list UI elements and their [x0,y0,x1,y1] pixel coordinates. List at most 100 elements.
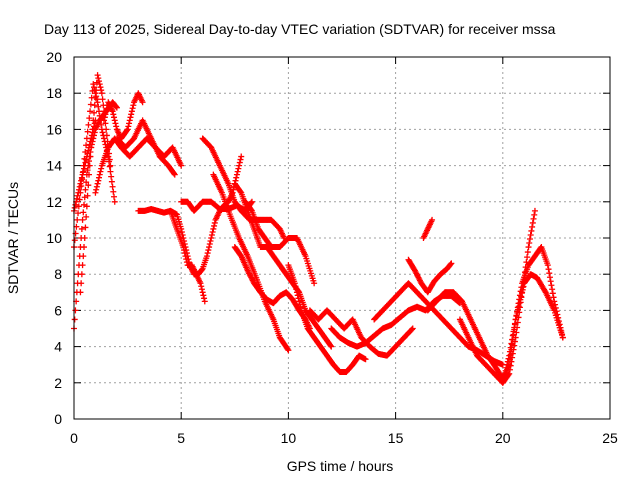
data-point [90,81,97,88]
data-point [546,274,553,281]
data-point [506,352,513,359]
x-tick-label: 15 [388,430,404,446]
data-point [209,228,216,235]
data-point [96,78,103,85]
data-point [549,290,556,297]
data-point [78,225,85,232]
data-point [107,162,114,169]
data-point [96,171,103,178]
data-point [201,298,208,305]
series-track-9 [167,207,208,305]
data-point [111,193,118,200]
data-point [86,144,93,151]
tick-labels: 0 5 10 15 20 25 0 2 4 6 8 10 12 14 16 18 20 [46,49,618,446]
data-point [83,179,90,186]
data-point [74,192,81,199]
data-point [183,256,190,263]
series-track-5 [101,90,146,142]
data-point [111,198,118,205]
data-point [208,231,215,238]
data-point [96,81,103,88]
plot-frame [73,56,611,420]
data-point [83,156,90,163]
data-point [110,111,117,118]
data-point [200,292,207,299]
y-tick-label: 8 [54,266,62,282]
data-point [113,123,120,130]
data-point [236,162,243,169]
data-point [72,307,79,314]
data-point [547,278,554,285]
data-point [203,253,210,260]
data-point [78,177,85,184]
data-point [73,195,80,202]
data-point [248,206,255,213]
x-tick-label: 0 [70,430,78,446]
data-point [83,213,90,220]
data-point [507,362,514,369]
data-point [180,235,187,241]
data-point [124,126,131,133]
series-track-11 [199,135,288,241]
data-point [113,104,120,111]
data-marks [71,72,566,386]
data-point [526,236,533,243]
data-point [248,199,255,206]
data-point [79,262,86,269]
data-point [103,126,110,133]
data-point [75,189,82,196]
data-point [139,99,146,106]
data-point [92,94,99,101]
data-point [559,331,566,338]
data-point [85,182,92,189]
data-point [178,162,185,169]
data-point [515,300,522,307]
x-tick-label: 25 [602,430,618,446]
data-point [199,289,206,296]
data-point [511,320,518,327]
data-point [130,102,137,109]
data-point [82,159,89,166]
data-point [544,262,551,269]
data-point [81,165,88,172]
data-point [237,188,244,195]
data-point [102,111,109,118]
data-point [91,84,98,91]
data-point [93,186,100,193]
data-point [291,280,298,287]
data-point [82,186,89,193]
data-point [499,379,506,386]
data-point [95,103,102,110]
data-point [528,227,535,234]
data-point [85,121,92,128]
series-track-22 [499,244,566,386]
data-point [125,123,132,130]
data-point [181,247,188,254]
data-point [211,219,218,226]
y-tick-label: 10 [46,230,62,246]
data-point [78,174,85,181]
data-point [556,321,563,328]
data-point [429,216,436,223]
data-point [502,367,509,374]
data-point [527,231,534,238]
data-point [78,280,85,287]
data-point [517,288,524,295]
data-point [508,340,515,347]
data-point [233,171,240,178]
data-point [514,319,521,326]
series-track-24 [420,216,436,241]
data-point [171,170,178,177]
data-point [96,174,103,181]
series-track-23 [405,256,455,296]
data-point [75,210,82,217]
data-point [182,253,189,260]
data-point [104,138,111,145]
data-point [207,238,214,245]
data-point [559,334,566,341]
data-point [296,301,303,308]
data-point [94,72,101,79]
data-point [84,192,91,199]
